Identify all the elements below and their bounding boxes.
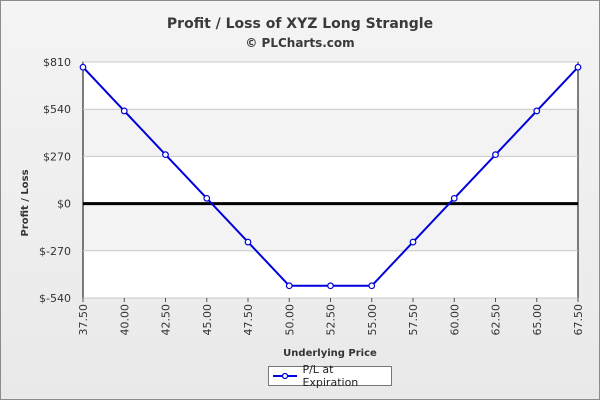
y-tick-label: $0 bbox=[57, 198, 71, 211]
data-point bbox=[368, 282, 376, 290]
data-point bbox=[120, 107, 128, 115]
y-tick-label: $540 bbox=[43, 103, 71, 116]
plot-band bbox=[83, 250, 578, 298]
data-point bbox=[79, 63, 87, 71]
chart-subtitle: © PLCharts.com bbox=[245, 36, 355, 50]
data-point bbox=[409, 238, 417, 246]
plot-background bbox=[82, 61, 579, 299]
data-point bbox=[533, 107, 541, 115]
chart-title: Profit / Loss of XYZ Long Strangle bbox=[166, 16, 434, 32]
legend-label: P/L at Expiration bbox=[302, 363, 359, 389]
plot-band bbox=[83, 156, 578, 204]
y-tick-label: $270 bbox=[43, 150, 71, 163]
data-point bbox=[492, 151, 499, 159]
y-tick-label: $-270 bbox=[39, 245, 71, 258]
x-tick-label: 40.00 bbox=[118, 304, 131, 336]
series-points-group bbox=[79, 63, 582, 290]
x-tick-label: 67.50 bbox=[572, 304, 585, 336]
legend-swatch bbox=[273, 372, 297, 380]
x-tick-label: 57.50 bbox=[407, 304, 420, 336]
data-point bbox=[327, 282, 334, 290]
x-tick-label: 55.00 bbox=[366, 304, 379, 336]
x-tick-label: 42.50 bbox=[160, 304, 173, 336]
x-tick-label: 50.00 bbox=[283, 304, 296, 336]
x-tick-label: 62.50 bbox=[490, 304, 503, 336]
data-point bbox=[162, 151, 169, 159]
x-tick-label: 45.00 bbox=[201, 304, 214, 336]
x-tick-label: 60.00 bbox=[448, 304, 461, 336]
x-tick-label: 65.00 bbox=[531, 304, 544, 336]
data-point bbox=[574, 63, 582, 71]
y-tick-label: $-540 bbox=[39, 292, 71, 305]
data-point bbox=[244, 238, 252, 246]
data-point bbox=[450, 194, 458, 202]
data-point bbox=[203, 194, 211, 202]
y-tick-labels: $810 $540 $270 $0 $-270 $-540 bbox=[39, 56, 71, 305]
legend: P/L at Expiration bbox=[268, 363, 392, 389]
x-axis-label: Underlying Price bbox=[283, 348, 377, 359]
y-tick-label: $810 bbox=[43, 56, 71, 69]
x-tick-labels: 37.50 40.00 42.50 45.00 47.50 50.00 52.50 55.00… bbox=[77, 304, 585, 336]
data-point bbox=[285, 282, 293, 290]
x-tick-label: 52.50 bbox=[325, 304, 338, 336]
plot-band bbox=[83, 62, 578, 110]
plot-band bbox=[83, 109, 578, 157]
plot-band bbox=[83, 203, 578, 251]
x-tick-label: 47.50 bbox=[242, 304, 255, 336]
y-axis-label: Profit / Loss bbox=[20, 169, 31, 236]
x-tick-label: 37.50 bbox=[77, 304, 90, 336]
